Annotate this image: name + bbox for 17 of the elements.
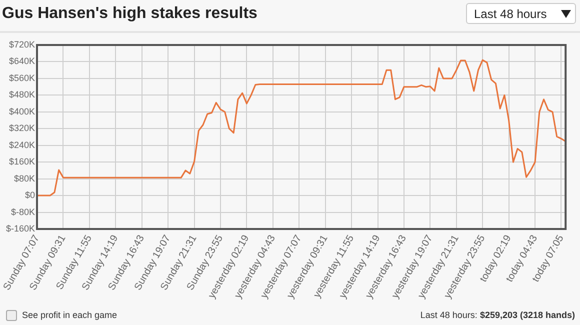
y-tick-label: $-80K — [10, 206, 35, 217]
text: See profit in each game — [22, 310, 118, 320]
period-dropdown: Last 48 hours — [466, 3, 576, 24]
y-tick-label: $640K — [8, 56, 35, 66]
y-tick-label: $240K — [8, 140, 35, 150]
y-tick-label: $80K — [14, 173, 35, 184]
text: Last 48 hours: — [420, 310, 478, 320]
y-tick-label: $400K — [8, 106, 35, 116]
y-tick-label: $-160K — [6, 223, 35, 234]
y-tick-label: $320K — [8, 123, 35, 134]
y-tick-label: $0 — [24, 190, 35, 200]
y-tick-label: $160K — [8, 156, 35, 167]
y-tick-label: $720K — [8, 39, 35, 50]
chart-title: Gus Hansen's high stakes results — [2, 5, 258, 23]
y-tick-label: $560K — [8, 72, 35, 83]
y-tick-label: $480K — [8, 90, 35, 100]
text: $259,203 (3218 hands) — [480, 310, 575, 320]
